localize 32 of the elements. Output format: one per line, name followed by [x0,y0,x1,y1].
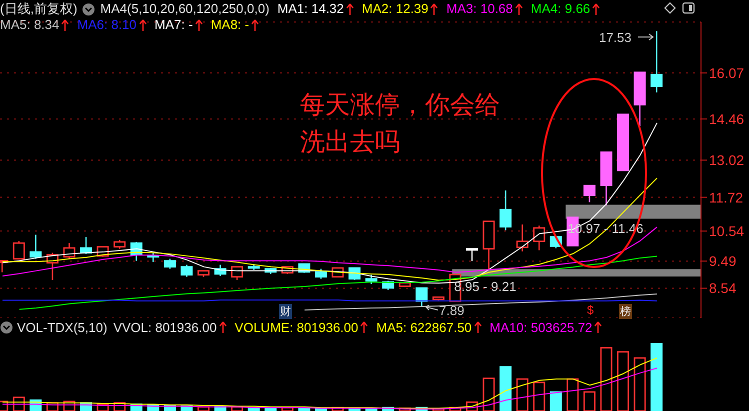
text: MA10: 503625.72 [490,320,592,335]
chart-subtitle: MA4(5,10,20,60,120,250,0,0) [100,1,270,17]
annotation: 7.89 [439,302,464,318]
y-tick-label: 11.72 [709,189,744,206]
bar [650,343,663,411]
chart-title: (日线,前复权) [0,1,78,17]
y-tick-label: 9.49 [709,253,736,270]
annotation: MA8: - [210,17,250,33]
annotation: MA7: - [154,17,193,33]
text: MA5: 8.34 [0,17,60,33]
y-tick-label: 8.54 [709,280,736,296]
text: MA2: 12.39 [362,1,428,17]
text: MA3: 10.68 [446,1,513,17]
y-tick-label: 13.02 [709,152,744,168]
text: MA1: 14.32 [277,1,344,17]
annotation: $ [587,303,594,317]
text: MA5: 622867.50 [376,320,472,335]
annotation: 财 [279,304,292,319]
annotation: 榜 [619,304,632,319]
y-tick-label: 10.54 [709,223,744,240]
candlestick [516,224,528,252]
annotation: 每天涨停，你会给洗出去吗 [300,89,501,158]
bar [550,391,562,411]
bar [500,366,512,411]
y-tick-label: 14.46 [709,110,744,127]
text: VVOL: 801936.00 [113,320,217,335]
text: VOLUME: 801936.00 [234,320,358,335]
text: MA4: 9.66 [530,1,590,17]
annotation: 17.53 [598,30,632,46]
chart-title: VOL-TDX(5,10) [17,320,108,335]
text: MA6: 8.10 [77,17,137,33]
y-tick-label: 16.07 [709,64,744,81]
